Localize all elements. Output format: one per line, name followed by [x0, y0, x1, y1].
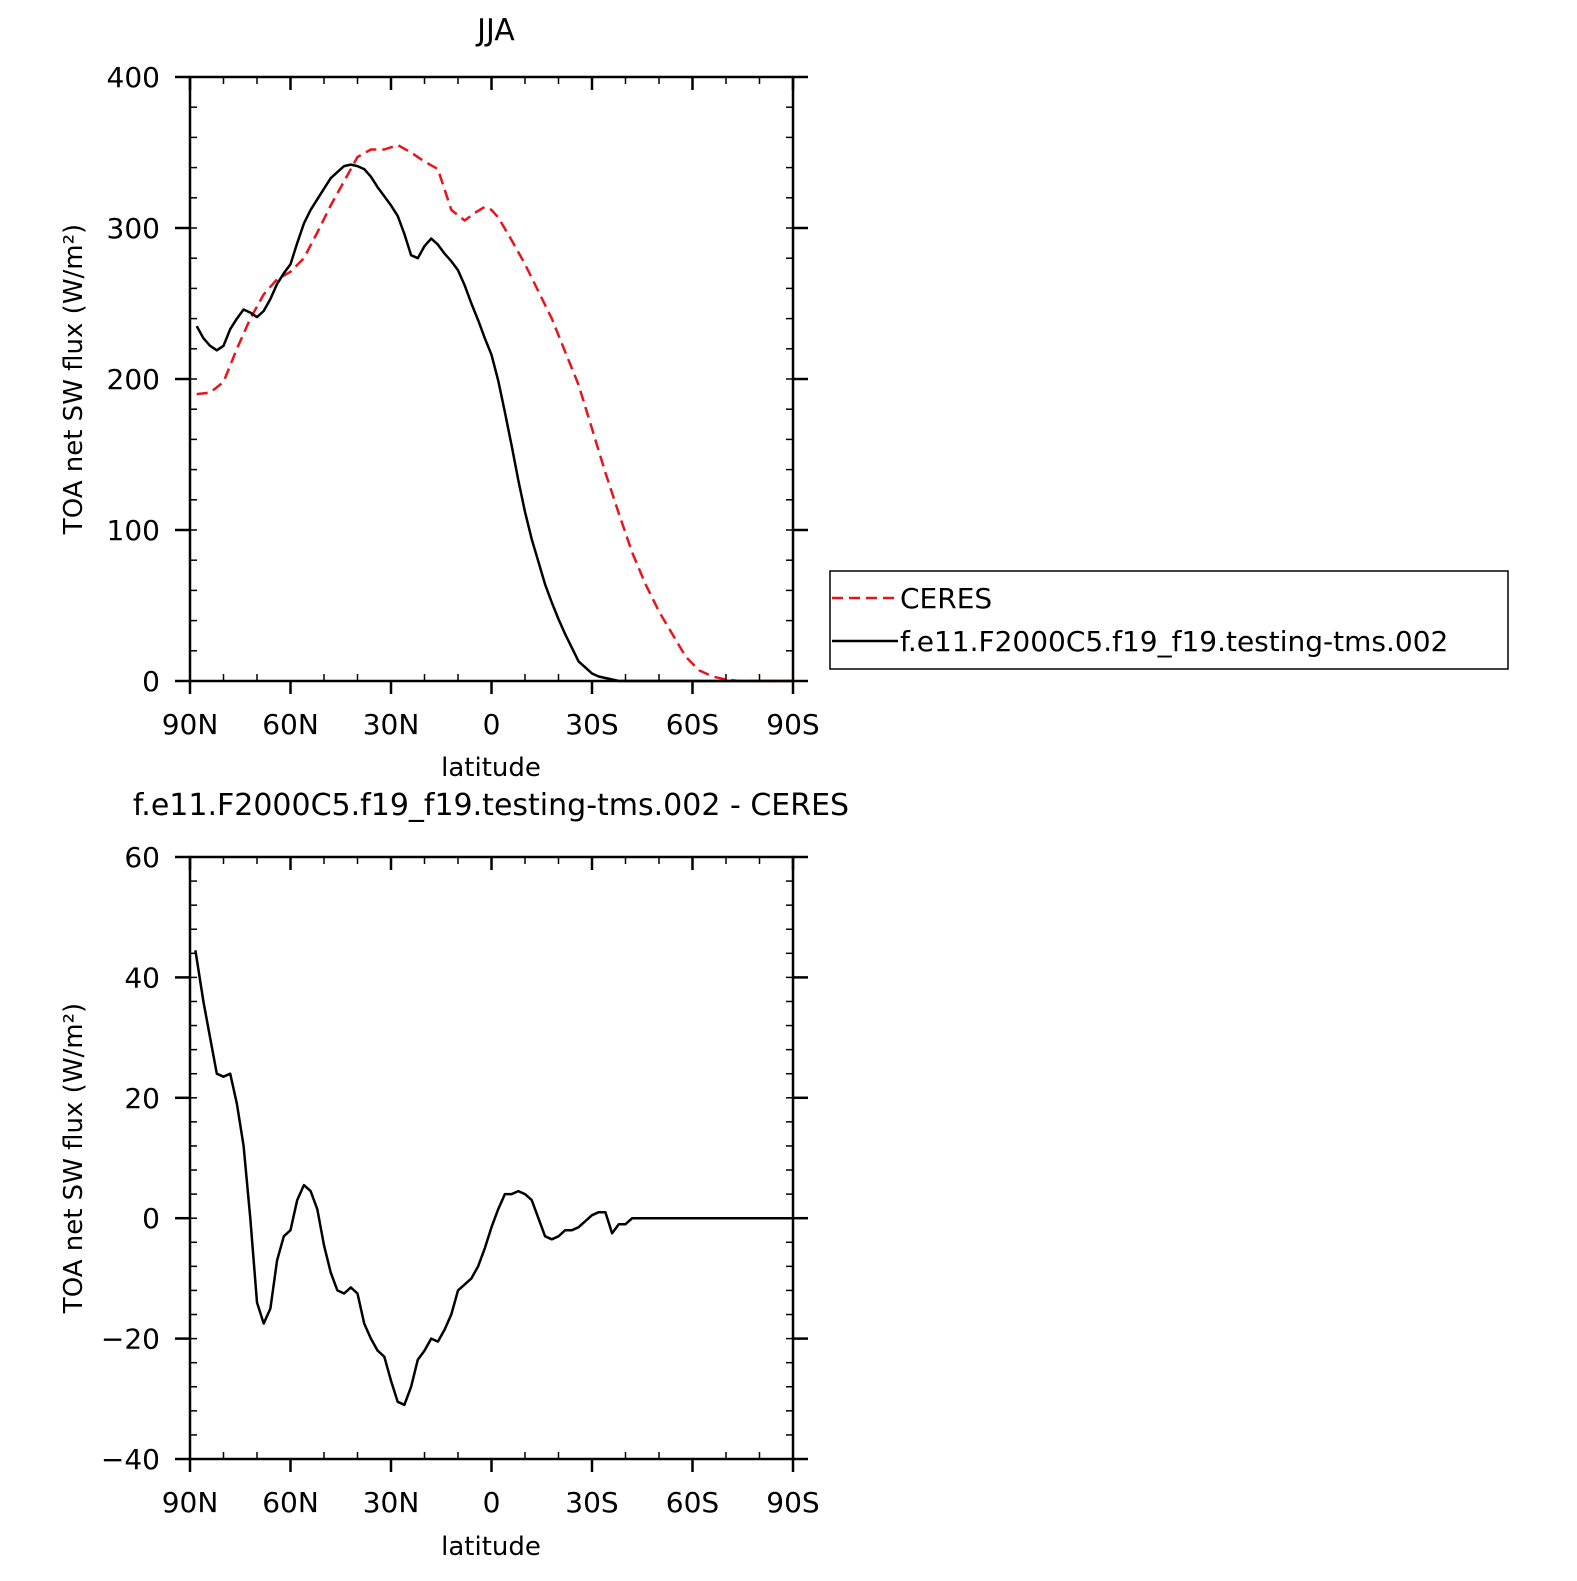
x-tick-label: 30N	[363, 1486, 420, 1519]
x-tick-label: 0	[483, 1486, 501, 1519]
x-tick-label: 60S	[666, 708, 719, 741]
y-tick-label: 400	[107, 61, 160, 94]
y-tick-label: 60	[124, 841, 160, 874]
y-tick-label: 300	[107, 212, 160, 245]
y-axis-label: TOA net SW flux (W/m²)	[59, 1003, 89, 1314]
y-tick-label: 40	[124, 961, 160, 994]
legend-box	[829, 570, 1509, 670]
x-tick-label: 90N	[162, 708, 219, 741]
x-tick-label: 60N	[262, 708, 319, 741]
legend: CERES f.e11.F2000C5.f19_f19.testing-tms.…	[829, 570, 1509, 670]
y-tick-label: 200	[107, 363, 160, 396]
legend-label-model: f.e11.F2000C5.f19_f19.testing-tms.002	[900, 625, 1448, 658]
jja-chart: JJA 90N 60N 30N 0 30S 60S 90S 0 100 200 300 400 lat…	[59, 13, 820, 783]
y-tick-label: −40	[101, 1443, 160, 1476]
x-axis-label: latitude	[441, 753, 541, 783]
axis-ticks: 90N 60N 30N 0 30S 60S 90S 0 100 200 300 400	[107, 61, 820, 741]
x-tick-label: 90S	[766, 1486, 819, 1519]
series-line-1	[195, 163, 793, 683]
chart-title: f.e11.F2000C5.f19_f19.testing-tms.002 - …	[133, 788, 849, 823]
series-line-0	[194, 950, 793, 1407]
series-group	[195, 143, 793, 683]
x-tick-label: 30N	[363, 708, 420, 741]
x-tick-label: 0	[483, 708, 501, 741]
x-tick-label: 30S	[565, 1486, 618, 1519]
plot-frame	[188, 855, 795, 1461]
y-tick-label: 20	[124, 1082, 160, 1115]
series-group	[194, 950, 793, 1407]
x-tick-label: 90S	[766, 708, 819, 741]
x-tick-label: 30S	[565, 708, 618, 741]
chart-title: JJA	[475, 13, 515, 48]
y-tick-label: −20	[101, 1323, 160, 1356]
y-tick-label: 0	[142, 1202, 160, 1235]
x-tick-label: 60S	[666, 1486, 719, 1519]
plot-frame	[188, 75, 795, 683]
y-axis-label: TOA net SW flux (W/m²)	[59, 224, 89, 535]
x-tick-label: 90N	[162, 1486, 219, 1519]
y-tick-label: 0	[142, 665, 160, 698]
x-tick-label: 60N	[262, 1486, 319, 1519]
x-axis-label: latitude	[441, 1532, 541, 1562]
series-line-0	[196, 143, 793, 683]
legend-label-ceres: CERES	[900, 582, 992, 615]
difference-chart: f.e11.F2000C5.f19_f19.testing-tms.002 - …	[59, 788, 849, 1562]
y-tick-label: 100	[107, 514, 160, 547]
axis-ticks: 90N 60N 30N 0 30S 60S 90S −40 −20 0 20 40 60	[101, 841, 820, 1519]
